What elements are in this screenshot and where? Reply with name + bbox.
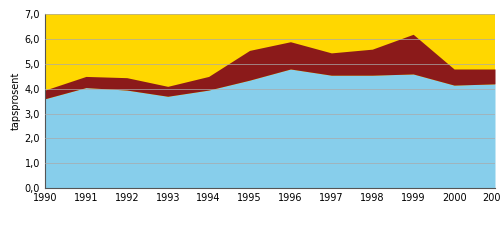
Y-axis label: tapsprosent: tapsprosent [10, 72, 20, 130]
